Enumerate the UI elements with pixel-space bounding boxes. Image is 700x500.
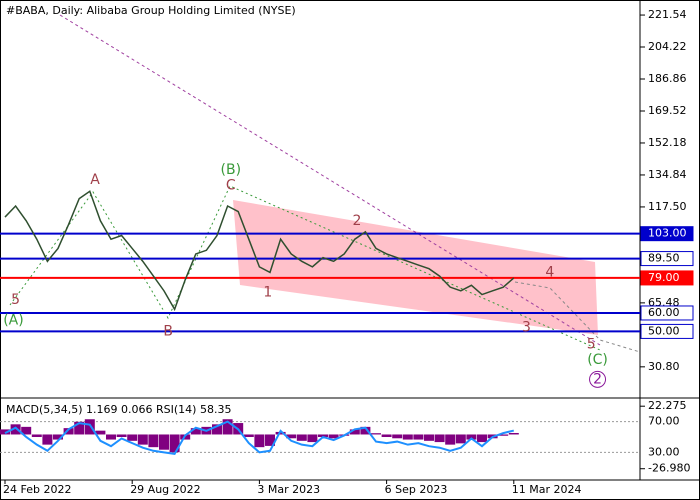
x-tick-label: 11 Mar 2024 <box>512 483 582 496</box>
wave-label: 3 <box>522 320 531 336</box>
macd-bar <box>328 434 339 439</box>
wave-label: 1 <box>263 285 272 301</box>
macd-bar <box>116 434 127 438</box>
wave-label: 2 <box>593 371 602 387</box>
wave-label: 5 <box>11 292 20 308</box>
macd-bar <box>455 434 466 444</box>
level-label: 50.00 <box>648 324 680 337</box>
macd-bar <box>148 434 159 448</box>
indicator-title: MACD(5,34,5) 1.169 0.066 RSI(14) 58.35 <box>6 403 231 416</box>
macd-bar <box>63 428 74 435</box>
y-tick-label: 117.50 <box>648 200 687 213</box>
macd-bar <box>371 433 381 435</box>
level-box <box>640 270 694 286</box>
macd-bar <box>10 424 21 435</box>
macd-bar <box>498 434 509 436</box>
macd-bar <box>265 434 275 446</box>
macd-bar <box>275 431 286 435</box>
x-tick-label: 3 Mar 2023 <box>257 483 320 496</box>
annotation-circle <box>589 370 607 388</box>
macd-bar <box>466 434 477 440</box>
macd-bar <box>392 434 403 439</box>
macd-bar <box>53 434 63 440</box>
wave-label: (A) <box>3 312 24 328</box>
y-tick-label: 70.00 <box>648 415 680 428</box>
macd-bar <box>413 434 424 440</box>
level-box <box>640 305 694 321</box>
y-tick-label: 30.00 <box>648 445 680 458</box>
macd-bar <box>159 434 169 450</box>
macd-bar <box>222 419 233 435</box>
level-label: 60.00 <box>648 306 680 319</box>
y-tick-label: 30.80 <box>648 360 680 373</box>
y-tick-label: 134.84 <box>648 168 687 181</box>
macd-bar <box>349 429 360 435</box>
wave-label: A <box>90 172 100 188</box>
wave-label: B <box>163 323 173 339</box>
macd-bar <box>286 434 297 439</box>
macd-bar <box>212 424 222 435</box>
x-tick-label: 24 Feb 2022 <box>3 483 71 496</box>
macd-bar <box>424 434 434 441</box>
level-label: 79.00 <box>648 271 680 284</box>
macd-bar <box>74 421 85 435</box>
macd-bar <box>21 426 32 435</box>
level-label: 89.50 <box>648 252 680 265</box>
macd-bar <box>360 426 371 435</box>
level-box <box>640 226 694 242</box>
forecast-line <box>514 281 641 353</box>
level-label: 103.00 <box>648 227 687 240</box>
macd-bar <box>307 434 318 443</box>
macd-bar <box>402 434 413 440</box>
y-tick-label: 221.54 <box>648 8 687 21</box>
level-box <box>640 323 694 339</box>
x-tick-label: 29 Aug 2022 <box>130 483 200 496</box>
macd-bar <box>84 419 95 435</box>
x-tick-label: 6 Sep 2023 <box>385 483 448 496</box>
y-tick-label: 186.86 <box>648 72 687 85</box>
macd-bar <box>0 429 10 435</box>
wave-label: 2 <box>352 213 361 229</box>
y-tick-label: 169.52 <box>648 104 687 117</box>
y-tick-label: 152.18 <box>648 136 687 149</box>
wave-label: 5 <box>587 336 596 352</box>
macd-bar <box>95 430 106 435</box>
macd-bar <box>434 434 445 443</box>
y2-tick-label: -26.980 <box>648 462 690 475</box>
wave-label: 4 <box>545 264 554 280</box>
macd-bar <box>106 434 116 440</box>
macd-bar <box>169 434 180 453</box>
macd-bar <box>31 434 42 438</box>
macd-bar <box>243 434 254 438</box>
macd-bar <box>127 434 138 441</box>
wave-label: (C) <box>587 352 608 368</box>
chart-title: #BABA, Daily: Alibaba Group Holding Limi… <box>6 4 296 17</box>
y-tick-label: 204.22 <box>648 40 687 53</box>
macd-bar <box>445 434 456 445</box>
rsi-line <box>4 420 515 455</box>
macd-bar <box>508 432 519 435</box>
macd-bar <box>318 434 328 438</box>
level-box <box>640 251 694 267</box>
macd-bar <box>254 434 265 448</box>
wave-line <box>9 185 601 351</box>
y2-tick-label: 22.275 <box>648 399 687 412</box>
macd-bar <box>381 434 392 438</box>
macd-bar <box>190 428 201 435</box>
wave-label: C <box>226 178 236 194</box>
wave-label: (B) <box>221 162 242 178</box>
macd-bar <box>477 434 487 443</box>
macd-bar <box>296 434 307 441</box>
macd-bar <box>42 434 53 445</box>
macd-bar <box>137 434 148 445</box>
price-line <box>4 190 515 312</box>
